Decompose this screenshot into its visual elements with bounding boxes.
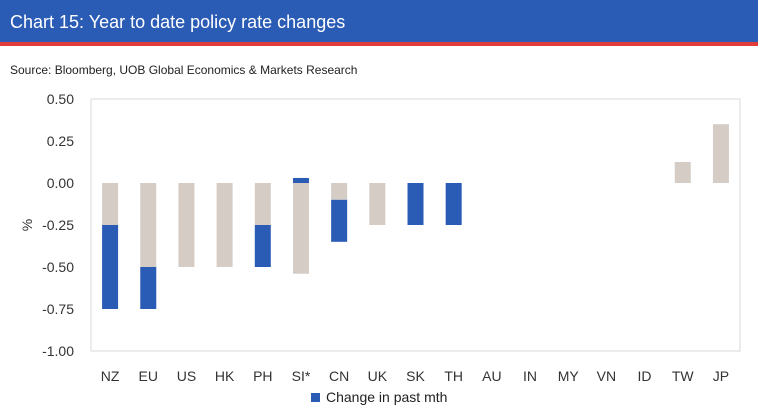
y-tick-label: -1.00 [42,343,74,359]
ytd-bar-uk [369,183,386,225]
x-tick-label: JP [713,368,729,384]
y-axis-title: % [19,219,35,231]
source-note: Source: Bloomberg, UOB Global Economics … [10,63,358,77]
ytd-bar-us [178,183,195,267]
x-tick-label: IN [523,368,537,384]
title-bar: Chart 15: Year to date policy rate chang… [0,0,758,46]
y-tick-label: -0.25 [42,217,74,233]
ytd-bar-si [292,183,309,274]
plot-area-border [90,98,741,352]
ytd-bar-cn [331,183,348,200]
past-month-bar-th [445,183,462,225]
y-tick-label: -0.75 [42,301,74,317]
past-month-bar-sk [407,183,424,225]
ytd-bar-hk [216,183,233,267]
y-tick-label: 0.50 [47,91,74,107]
x-tick-label: SI* [292,368,311,384]
past-month-bar-ph [254,225,271,267]
past-month-bar-nz [102,225,119,309]
x-tick-label: UK [368,368,388,384]
y-tick-label: -0.50 [42,259,74,275]
chart-title: Chart 15: Year to date policy rate chang… [10,12,346,32]
x-tick-label: EU [139,368,158,384]
x-tick-label: AU [482,368,501,384]
past-month-bar-cn [331,199,348,242]
ytd-bar-ph [254,183,271,225]
x-tick-label: TW [672,368,695,384]
y-tick-label: 0.25 [47,133,74,149]
ytd-bar-tw [674,162,691,183]
x-tick-label: ID [638,368,652,384]
x-tick-label: VN [597,368,616,384]
legend-swatch [311,393,320,402]
ytd-bar-nz [102,183,119,225]
x-tick-label: SK [406,368,425,384]
ytd-bar-jp [712,124,729,183]
x-tick-label: MY [558,368,580,384]
x-tick-label: CN [329,368,349,384]
legend-label: Change in past mth [326,389,447,405]
y-tick-label: 0.00 [47,175,74,191]
x-tick-label: US [177,368,196,384]
x-tick-label: NZ [101,368,120,384]
past-month-bar-eu [140,267,157,309]
x-tick-label: PH [253,368,272,384]
past-month-bar-si [292,177,309,183]
ytd-bar-eu [140,183,157,267]
x-tick-label: HK [215,368,235,384]
x-tick-label: TH [444,368,463,384]
